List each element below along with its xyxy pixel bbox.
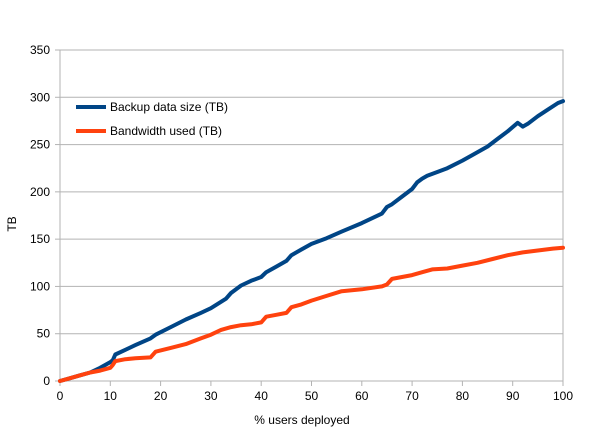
- x-tick-label: 10: [104, 389, 118, 403]
- y-tick-label: 200: [30, 185, 50, 199]
- y-tick-label: 300: [30, 90, 50, 104]
- legend: Backup data size (TB) Bandwidth used (TB): [76, 100, 228, 138]
- y-tick-label: 0: [43, 374, 50, 388]
- legend-label-1: Backup data size (TB): [110, 100, 228, 114]
- series-line-1: [58, 99, 565, 383]
- y-axis-title: TB: [5, 216, 19, 231]
- x-tick-label: 90: [506, 389, 520, 403]
- x-tick-label: 20: [154, 389, 168, 403]
- y-tick-label: 150: [30, 232, 50, 246]
- x-tick-label: 80: [456, 389, 470, 403]
- x-tick-label: 40: [255, 389, 269, 403]
- x-tick-label: 0: [57, 389, 64, 403]
- x-tick-label: 100: [553, 389, 573, 403]
- series-lines: [58, 99, 565, 383]
- series-line-2: [58, 245, 565, 383]
- x-tick-label: 30: [204, 389, 218, 403]
- y-tick-label: 50: [37, 327, 51, 341]
- x-axis-title: % users deployed: [254, 413, 349, 427]
- y-tick-label: 350: [30, 43, 50, 57]
- legend-label-2: Bandwidth used (TB): [110, 124, 222, 138]
- y-gridlines: [55, 49, 563, 382]
- plot-area: [59, 49, 564, 382]
- x-tick-label: 60: [355, 389, 369, 403]
- y-tick-label: 100: [30, 279, 50, 293]
- y-tick-labels: 0 50 100 150 200 250 300 350: [30, 43, 50, 388]
- x-tick-label: 50: [305, 389, 319, 403]
- y-tick-label: 250: [30, 138, 50, 152]
- x-tick-label: 70: [405, 389, 419, 403]
- x-tick-labels: 0 10 20 30 40 50 60 70 80 90 100: [57, 381, 573, 403]
